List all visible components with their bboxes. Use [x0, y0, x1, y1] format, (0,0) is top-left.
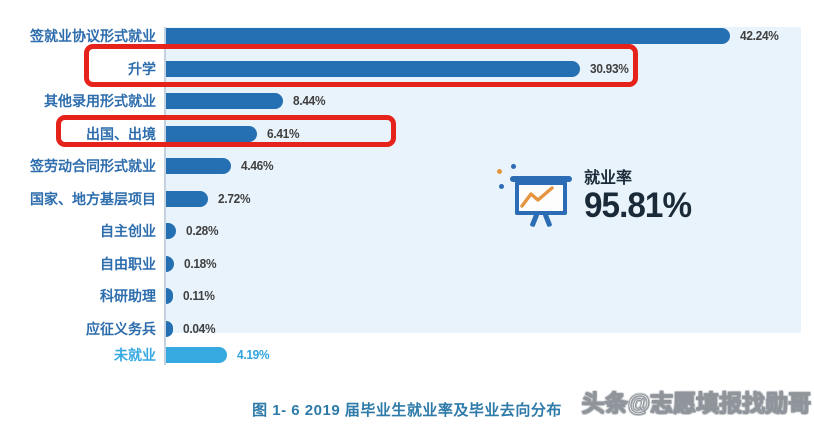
- category-label: 未就业: [114, 347, 156, 363]
- value-label: 30.93%: [590, 61, 629, 76]
- bar: [166, 288, 173, 304]
- highlight-box-shengxue: [84, 44, 638, 87]
- bar: [166, 60, 580, 77]
- zigzag-trend-icon: [520, 186, 554, 208]
- category-label: 国家、地方基层项目: [30, 190, 156, 207]
- category-label: 科研助理: [100, 288, 156, 304]
- y-axis-line: [164, 27, 166, 365]
- bar: [166, 347, 227, 363]
- employment-rate-callout: 就业率 95.81%: [488, 158, 708, 234]
- category-label: 出国、出境: [86, 125, 156, 142]
- bar: [166, 190, 208, 207]
- value-label: 0.28%: [186, 224, 219, 238]
- decor-dot-orange: [497, 169, 502, 174]
- decor-dot-blue-1: [511, 164, 516, 169]
- highlight-box-chuguo: [56, 115, 396, 147]
- plot-background: [165, 27, 801, 333]
- bar: [166, 320, 173, 337]
- category-label: 自由职业: [100, 255, 156, 272]
- employment-rate-label: 就业率: [584, 170, 633, 187]
- value-label: 4.46%: [241, 159, 274, 173]
- employment-rate-value: 95.81%: [584, 186, 692, 225]
- value-label: 0.11%: [183, 289, 215, 303]
- category-label: 自主创业: [100, 223, 156, 239]
- bar: [166, 28, 730, 44]
- toutiao-watermark: 头条@志愿填报找勋哥: [581, 390, 811, 417]
- bar: [166, 125, 257, 142]
- value-label: 2.72%: [218, 191, 251, 206]
- category-label: 签就业协议形式就业: [30, 28, 156, 44]
- decor-dot-blue-2: [499, 184, 504, 189]
- bar: [166, 93, 283, 109]
- value-label: 0.04%: [183, 321, 216, 336]
- bar: [166, 255, 174, 272]
- category-label: 签劳动合同形式就业: [30, 158, 156, 174]
- value-label: 4.19%: [237, 348, 270, 362]
- figure-caption: 图 1- 6 2019 届毕业生就业率及毕业去向分布: [252, 402, 562, 419]
- category-label: 升学: [128, 60, 156, 77]
- value-label: 42.24%: [740, 29, 779, 43]
- value-label: 6.41%: [267, 126, 300, 141]
- presentation-line-chart-icon: [510, 176, 572, 228]
- category-label: 其他录用形式就业: [44, 93, 156, 109]
- bar: [166, 158, 231, 174]
- value-label: 8.44%: [293, 94, 326, 108]
- category-label: 应征义务兵: [86, 320, 156, 337]
- value-label: 0.18%: [184, 256, 217, 271]
- bar: [166, 223, 176, 239]
